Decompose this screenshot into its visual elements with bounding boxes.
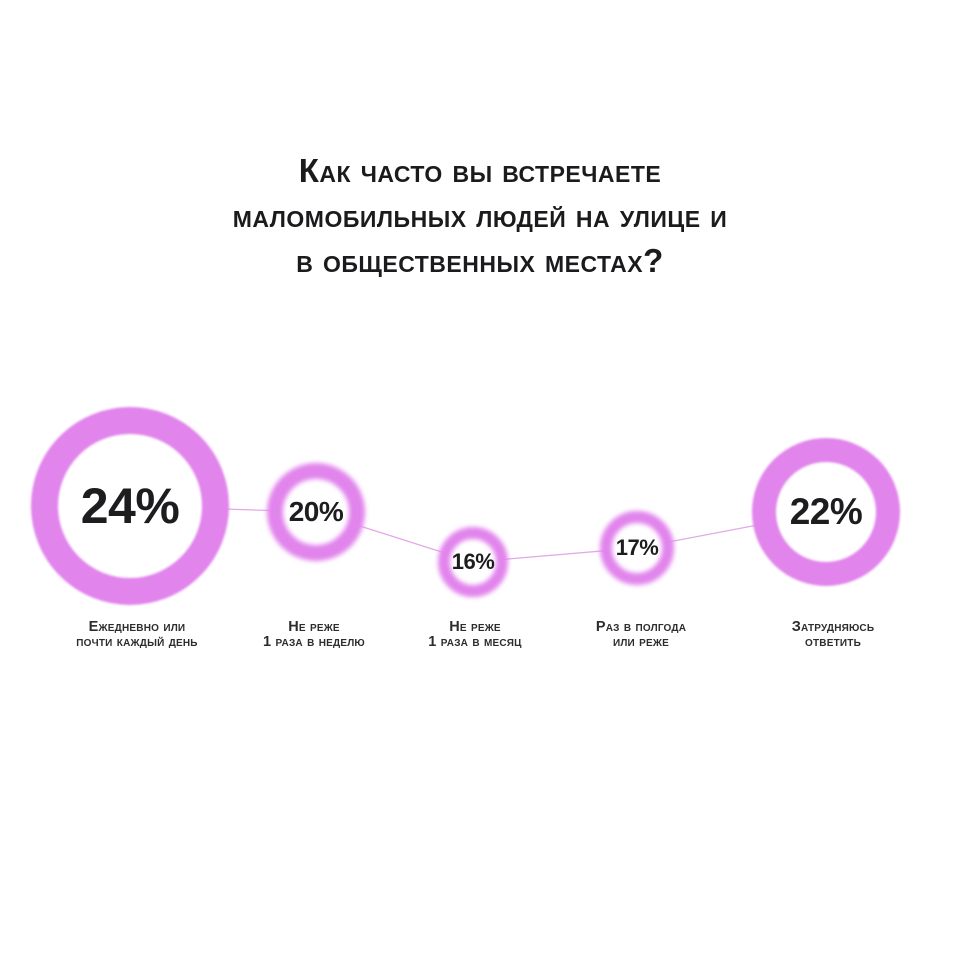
bubble-value: 20% <box>288 496 344 527</box>
category-label-line: Не реже <box>449 619 501 635</box>
category-label-line: или реже <box>612 633 670 650</box>
donut-ring <box>752 438 900 586</box>
category-label-line: 1 раза в месяц <box>428 633 522 650</box>
bubble-half-year: 17% <box>600 511 674 585</box>
category-label-line: почти каждый день <box>76 633 198 650</box>
category-label-line: ответить <box>805 633 861 650</box>
category-label-line: Раз в полгода <box>595 619 687 635</box>
bubble-value: 16% <box>451 549 495 574</box>
category-label-weekly: Не реже 1 раза в неделю <box>204 620 424 649</box>
category-label-line: Ежедневно или <box>88 619 186 635</box>
bubble-daily: 24% <box>31 407 229 605</box>
bubble-hard-to-answer: 22% <box>752 438 900 586</box>
bubble-weekly: 20% <box>267 463 365 561</box>
chart-title-line-2: маломобильных людей на улице и <box>232 197 728 234</box>
chart-title-line-1: Как часто вы встречаете <box>298 152 662 189</box>
category-label-line: 1 раза в неделю <box>263 633 365 650</box>
bubble-value: 17% <box>615 535 659 560</box>
bubble-value: 24% <box>80 478 180 534</box>
bubble-value: 22% <box>789 491 863 532</box>
category-label-line: Не реже <box>288 619 340 635</box>
chart-title: Как часто вы встречаете маломобильных лю… <box>0 148 960 283</box>
bubble-monthly: 16% <box>438 527 508 597</box>
category-label-line: Затрудняюсь <box>791 619 875 635</box>
category-label-daily: Ежедневно или почти каждый день <box>27 620 247 649</box>
category-label-half-year: Раз в полгода или реже <box>531 620 751 649</box>
category-label-monthly: Не реже 1 раза в месяц <box>365 620 585 649</box>
category-label-hard-to-answer: Затрудняюсь ответить <box>723 620 943 649</box>
chart-title-line-3: в общественных местах? <box>296 242 664 279</box>
